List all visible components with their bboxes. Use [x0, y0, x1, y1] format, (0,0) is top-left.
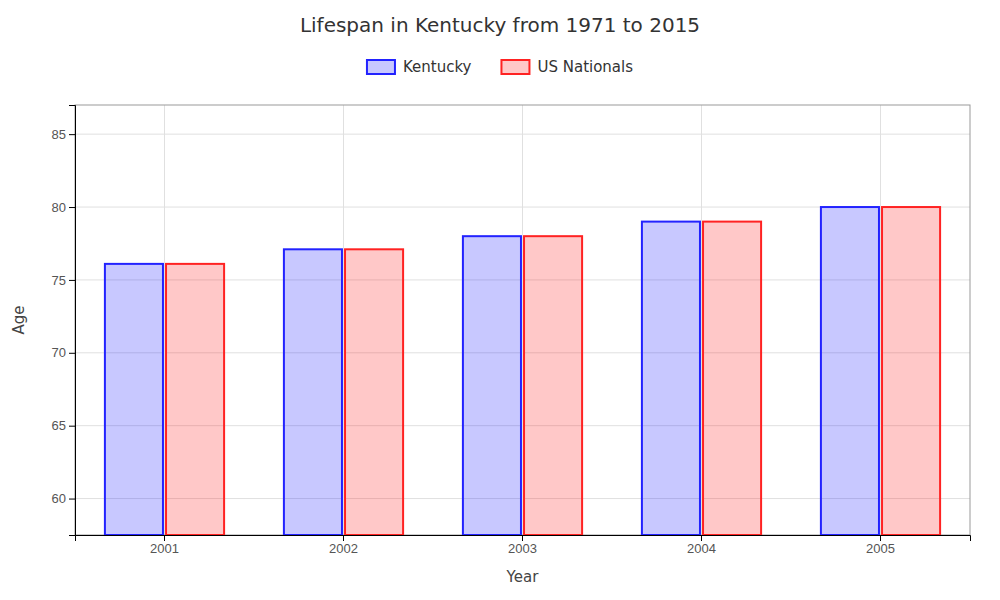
- axis-line: [76, 536, 971, 542]
- tick-mark: [69, 207, 75, 208]
- chart: Lifespan in Kentucky from 1971 to 2015 20…: [0, 0, 1000, 600]
- bar: [703, 222, 761, 535]
- tick-label: 65: [52, 418, 66, 433]
- grid: [75, 105, 970, 535]
- bar: [105, 264, 163, 535]
- tick-mark: [880, 535, 881, 541]
- grid-line: [343, 105, 344, 535]
- grid-line: [880, 105, 881, 535]
- bar: [882, 207, 940, 535]
- tick-mark: [343, 535, 344, 541]
- tick-label: 2003: [508, 541, 537, 556]
- x-axis-title: Year: [506, 568, 540, 586]
- tick-label: 2002: [329, 541, 358, 556]
- tick: 80: [52, 200, 75, 215]
- tick: 70: [52, 345, 75, 360]
- legend-label: US Nationals: [537, 58, 633, 76]
- tick-mark: [69, 426, 75, 427]
- grid-line: [522, 105, 523, 535]
- tick: 2002: [329, 535, 358, 556]
- bar: [642, 222, 700, 535]
- grid-line: [701, 105, 702, 535]
- tick-mark: [522, 535, 523, 541]
- plot-frame: [75, 105, 970, 535]
- legend-item: US Nationals: [501, 58, 633, 76]
- tick-mark: [69, 499, 75, 500]
- tick-label: 2005: [866, 541, 895, 556]
- tick-label: 75: [52, 273, 66, 288]
- legend-swatch: [367, 60, 395, 74]
- tick-label: 2001: [150, 541, 179, 556]
- tick: 2003: [508, 535, 537, 556]
- tick: 2004: [687, 535, 716, 556]
- tick-mark: [164, 535, 165, 541]
- x-axis: 2001 2002 2003 2004 2005: [76, 535, 971, 556]
- tick-mark: [69, 280, 75, 281]
- tick: 2001: [150, 535, 179, 556]
- tick-mark: [69, 353, 75, 354]
- tick-label: 85: [52, 127, 66, 142]
- bar: [166, 264, 224, 535]
- tick-label: 60: [52, 491, 66, 506]
- tick: 85: [52, 127, 75, 142]
- tick-mark: [69, 134, 75, 135]
- marks: [105, 207, 940, 535]
- legend-label: Kentucky: [403, 58, 472, 76]
- y-axis-title: Age: [10, 305, 28, 334]
- legend: Kentucky US Nationals: [367, 58, 633, 76]
- tick: 65: [52, 418, 75, 433]
- tick: 60: [52, 491, 75, 506]
- bar: [345, 249, 403, 535]
- bar: [524, 236, 582, 535]
- plot: 2001 2002 2003 2004 2005 60 65 70 75 80 85: [52, 105, 971, 556]
- y-axis: 60 65 70 75 80 85: [52, 106, 76, 536]
- series: [105, 207, 879, 535]
- bar: [284, 249, 342, 535]
- grid-line: [164, 105, 165, 535]
- tick: 2005: [866, 535, 895, 556]
- bar: [463, 236, 521, 535]
- title: Lifespan in Kentucky from 1971 to 2015: [300, 13, 700, 37]
- legend-item: Kentucky: [367, 58, 472, 76]
- tick-label: 80: [52, 200, 66, 215]
- tick-mark: [701, 535, 702, 541]
- tick: 75: [52, 273, 75, 288]
- tick-label: 2004: [687, 541, 716, 556]
- legend-swatch: [501, 60, 529, 74]
- bar: [821, 207, 879, 535]
- axis-line: [69, 106, 76, 536]
- tick-label: 70: [52, 345, 66, 360]
- series: [166, 207, 940, 535]
